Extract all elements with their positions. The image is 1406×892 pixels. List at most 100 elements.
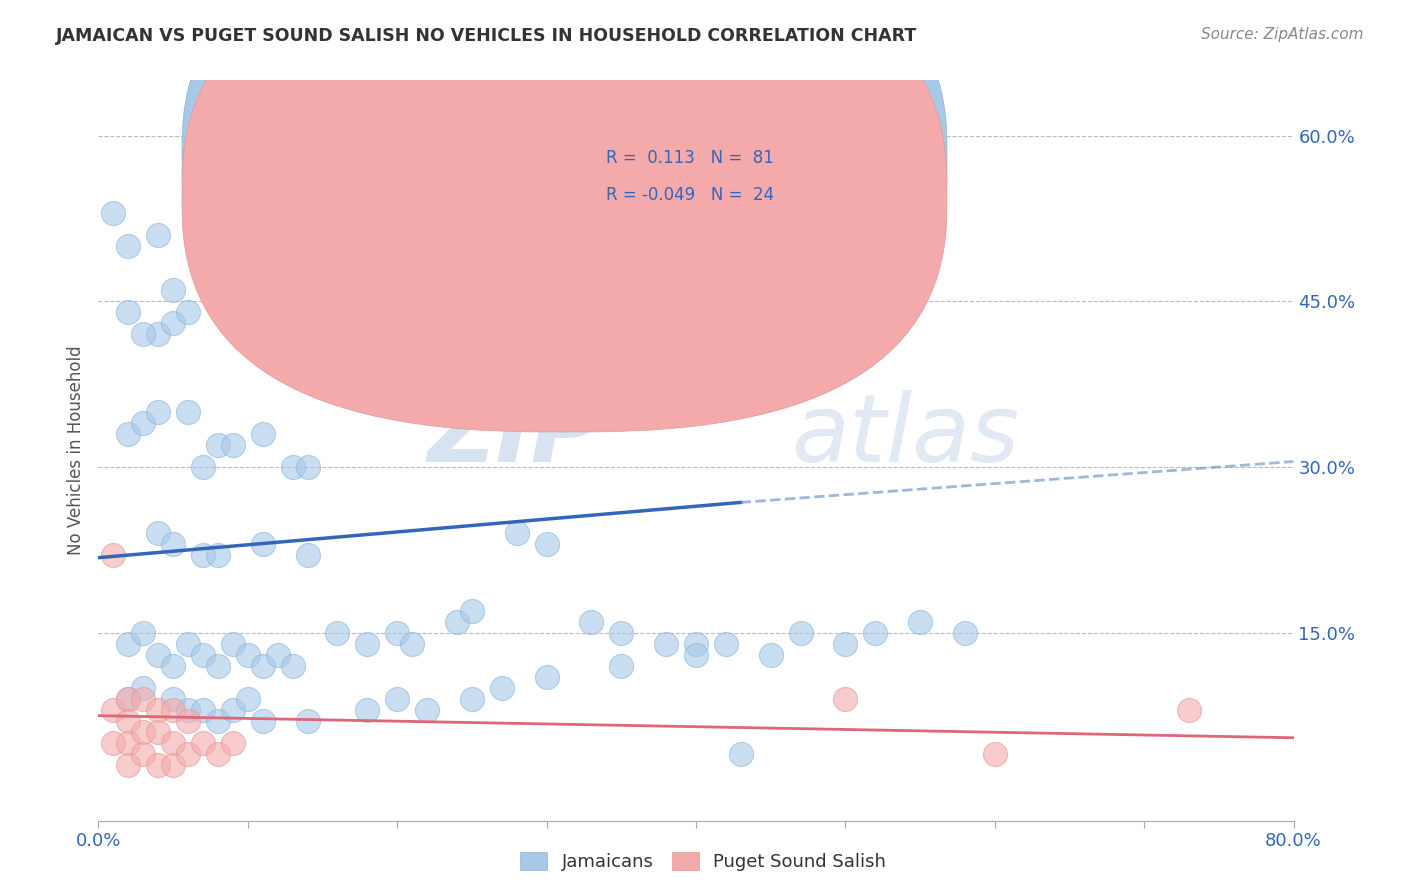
Point bbox=[236, 648, 259, 662]
Point bbox=[610, 659, 633, 673]
Point bbox=[491, 681, 513, 695]
Point bbox=[581, 615, 603, 629]
Point bbox=[385, 692, 409, 706]
Point bbox=[162, 283, 184, 297]
Point bbox=[148, 327, 170, 342]
Point bbox=[222, 736, 245, 750]
Point bbox=[953, 625, 976, 640]
Point bbox=[252, 659, 274, 673]
Point bbox=[401, 637, 423, 651]
Point bbox=[685, 648, 707, 662]
Point bbox=[610, 625, 633, 640]
Point bbox=[132, 747, 155, 762]
FancyBboxPatch shape bbox=[183, 0, 948, 395]
Point bbox=[281, 460, 304, 475]
Point bbox=[177, 714, 200, 729]
Point bbox=[207, 659, 229, 673]
Point bbox=[117, 239, 139, 253]
Point bbox=[103, 206, 125, 220]
Point bbox=[132, 625, 155, 640]
Point bbox=[222, 703, 245, 717]
Point bbox=[326, 625, 349, 640]
Point bbox=[207, 227, 229, 242]
Point bbox=[148, 526, 170, 541]
Point bbox=[162, 692, 184, 706]
FancyBboxPatch shape bbox=[183, 0, 948, 432]
Point bbox=[222, 637, 245, 651]
Point bbox=[117, 714, 139, 729]
Point bbox=[356, 637, 378, 651]
Point bbox=[1178, 703, 1201, 717]
Point bbox=[252, 426, 274, 441]
Point bbox=[267, 648, 290, 662]
Point bbox=[132, 681, 155, 695]
Point bbox=[655, 637, 678, 651]
Point bbox=[834, 637, 856, 651]
Point bbox=[416, 703, 439, 717]
Point bbox=[267, 294, 290, 309]
Point bbox=[162, 736, 184, 750]
Point bbox=[132, 416, 155, 430]
Point bbox=[132, 725, 155, 739]
Point bbox=[461, 604, 484, 618]
Point bbox=[162, 703, 184, 717]
Point bbox=[117, 692, 139, 706]
Point bbox=[148, 648, 170, 662]
Point bbox=[148, 703, 170, 717]
Point bbox=[297, 460, 319, 475]
Point bbox=[759, 648, 782, 662]
Point bbox=[236, 692, 259, 706]
Text: R = -0.049   N =  24: R = -0.049 N = 24 bbox=[606, 186, 775, 204]
Point bbox=[297, 714, 319, 729]
Point bbox=[117, 736, 139, 750]
Point bbox=[103, 703, 125, 717]
Point bbox=[191, 460, 214, 475]
Legend: Jamaicans, Puget Sound Salish: Jamaicans, Puget Sound Salish bbox=[513, 845, 893, 879]
Point bbox=[117, 637, 139, 651]
Point bbox=[117, 692, 139, 706]
Point bbox=[461, 692, 484, 706]
Point bbox=[162, 537, 184, 551]
Point bbox=[297, 549, 319, 563]
FancyBboxPatch shape bbox=[529, 132, 852, 221]
Point bbox=[162, 317, 184, 331]
Point bbox=[191, 217, 214, 231]
Point bbox=[834, 692, 856, 706]
Point bbox=[148, 405, 170, 419]
Point bbox=[177, 637, 200, 651]
Point bbox=[865, 625, 887, 640]
Point bbox=[207, 438, 229, 452]
Point bbox=[506, 526, 529, 541]
Point bbox=[685, 637, 707, 651]
Point bbox=[207, 294, 229, 309]
Point bbox=[714, 637, 737, 651]
Point bbox=[536, 670, 558, 684]
Point bbox=[117, 305, 139, 319]
Point bbox=[536, 537, 558, 551]
Y-axis label: No Vehicles in Household: No Vehicles in Household bbox=[66, 345, 84, 556]
Point bbox=[148, 758, 170, 772]
Point bbox=[191, 648, 214, 662]
Point bbox=[385, 625, 409, 640]
Point bbox=[207, 747, 229, 762]
Point bbox=[177, 405, 200, 419]
Point bbox=[789, 625, 811, 640]
Text: Source: ZipAtlas.com: Source: ZipAtlas.com bbox=[1201, 27, 1364, 42]
Text: atlas: atlas bbox=[792, 390, 1019, 481]
Point bbox=[730, 747, 752, 762]
Point bbox=[984, 747, 1007, 762]
Point bbox=[103, 736, 125, 750]
Text: JAMAICAN VS PUGET SOUND SALISH NO VEHICLES IN HOUSEHOLD CORRELATION CHART: JAMAICAN VS PUGET SOUND SALISH NO VEHICL… bbox=[56, 27, 918, 45]
Point bbox=[222, 438, 245, 452]
Point bbox=[281, 659, 304, 673]
Point bbox=[252, 537, 274, 551]
Text: ZIP: ZIP bbox=[427, 390, 600, 482]
Point bbox=[117, 426, 139, 441]
Point bbox=[162, 659, 184, 673]
Point bbox=[207, 549, 229, 563]
Point bbox=[162, 758, 184, 772]
Point bbox=[191, 549, 214, 563]
Point bbox=[297, 294, 319, 309]
Point bbox=[132, 327, 155, 342]
Point bbox=[117, 758, 139, 772]
